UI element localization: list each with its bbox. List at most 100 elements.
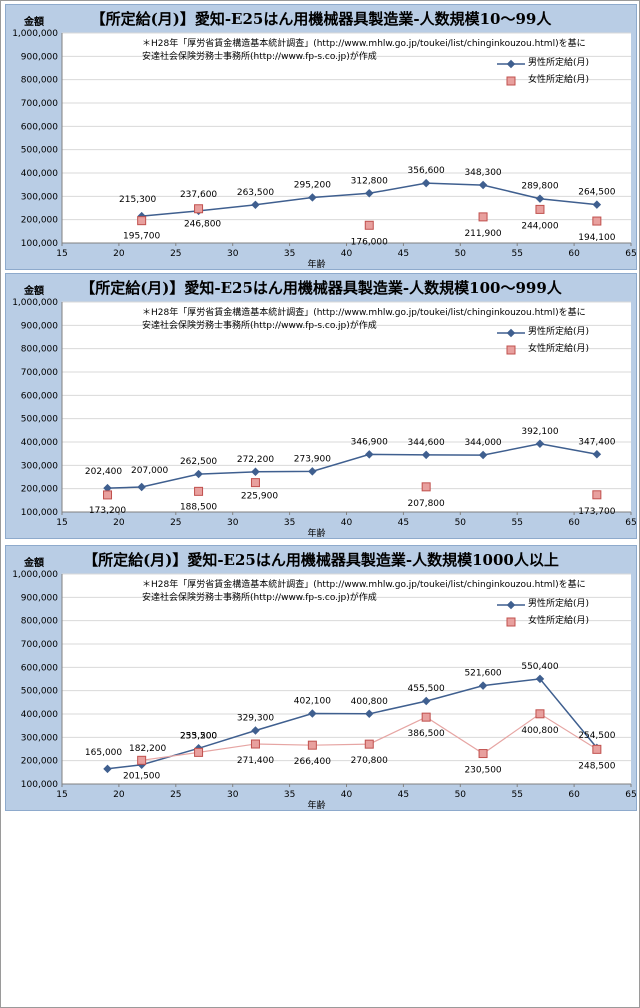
- legend: 男性所定給(月) 女性所定給(月): [496, 324, 589, 358]
- female-point: [592, 744, 602, 754]
- x-tick-label: 25: [170, 518, 181, 528]
- male-point: [364, 189, 374, 198]
- data-label: 344,000: [464, 438, 501, 448]
- data-label: 348,300: [464, 168, 501, 178]
- y-tick-label: 300,000: [21, 192, 58, 202]
- source-note-line2: 安達社会保険労務士事務所(http://www.fp-s.co.jp)が作成: [142, 593, 377, 603]
- y-tick-label: 400,000: [21, 438, 58, 448]
- y-tick-label: 200,000: [21, 485, 58, 495]
- legend-female-swatch: [506, 76, 516, 85]
- x-tick-label: 65: [625, 249, 636, 259]
- chart-title: 【所定給(月)】愛知-E25はん用機械器具製造業-人数規模100～999人: [80, 279, 562, 297]
- legend-item-male: 男性所定給(月): [496, 324, 589, 341]
- data-label: 201,500: [123, 771, 160, 781]
- plot-area: [62, 302, 631, 512]
- female-point: [137, 755, 147, 765]
- x-tick-label: 45: [398, 249, 409, 259]
- x-tick-label: 60: [568, 249, 580, 259]
- y-tick-label: 200,000: [21, 216, 58, 226]
- data-label: 225,900: [241, 492, 278, 502]
- male-point: [535, 674, 545, 684]
- data-label: 182,200: [129, 744, 166, 754]
- y-tick-label: 1,000,000: [12, 298, 58, 308]
- y-tick-label: 300,000: [21, 733, 58, 743]
- x-tick-label: 20: [113, 518, 125, 528]
- data-label: 253,200: [180, 731, 217, 741]
- x-tick-label: 15: [56, 249, 67, 259]
- y-tick-label: 600,000: [21, 391, 58, 401]
- source-note-line2: 安達社会保険労務士事務所(http://www.fp-s.co.jp)が作成: [142, 321, 377, 331]
- data-label: 194,100: [578, 233, 615, 243]
- y-tick-label: 400,000: [21, 710, 58, 720]
- male-point: [478, 450, 488, 460]
- female-point: [307, 740, 317, 750]
- data-label: 173,700: [578, 507, 615, 517]
- y-tick-label: 300,000: [21, 461, 58, 471]
- x-tick-label: 30: [227, 518, 239, 528]
- y-tick-label: 600,000: [21, 122, 58, 132]
- chart-svg: 100,000 200,000 300,000 400,000 500,000 600,0…: [12, 570, 636, 810]
- x-tick-label: 40: [341, 249, 353, 259]
- female-point: [364, 220, 374, 230]
- data-label: 211,900: [464, 229, 501, 239]
- data-label: 246,800: [184, 220, 221, 230]
- y-tick-label: 500,000: [21, 415, 58, 425]
- legend-item-female: 女性所定給(月): [496, 72, 589, 89]
- male-point: [421, 696, 431, 706]
- y-tick-label: 800,000: [21, 76, 58, 86]
- chart-panel-size-10-99: 100,000 200,000 300,000 400,000 500,000 600,0…: [5, 4, 637, 270]
- y-tick-label: 100,000: [21, 239, 58, 249]
- x-tick-label: 55: [511, 790, 522, 800]
- y-tick-label: 1,000,000: [12, 570, 58, 580]
- legend-label-male: 男性所定給(月): [528, 599, 590, 609]
- female-point: [103, 490, 113, 500]
- male-point: [421, 450, 431, 460]
- male-point: [478, 180, 488, 190]
- y-tick-label: 100,000: [21, 780, 58, 790]
- legend-male-swatch: [497, 328, 525, 337]
- legend-item-male: 男性所定給(月): [496, 596, 589, 613]
- legend-label-male: 男性所定給(月): [528, 327, 590, 337]
- female-point: [364, 739, 374, 749]
- female-point: [194, 747, 204, 757]
- y-tick-label: 700,000: [21, 99, 58, 109]
- x-tick-label: 50: [455, 518, 467, 528]
- x-tick-label: 55: [511, 518, 522, 528]
- female-point: [535, 709, 545, 719]
- legend-male-swatch: [497, 600, 525, 609]
- data-label: 262,500: [180, 457, 217, 467]
- x-tick-label: 50: [455, 790, 467, 800]
- data-label: 400,800: [521, 726, 558, 736]
- y-tick-label: 1,000,000: [12, 29, 58, 39]
- data-label: 329,300: [237, 713, 274, 723]
- data-label: 188,500: [180, 502, 217, 512]
- data-label: 202,400: [85, 467, 122, 477]
- female-point: [592, 490, 602, 500]
- chart-panel-size-100-999: 100,000 200,000 300,000 400,000 500,000 600,0…: [5, 273, 637, 539]
- male-point: [365, 709, 374, 719]
- data-label: 312,800: [351, 176, 388, 186]
- series-line: [107, 443, 598, 489]
- male-point: [308, 709, 317, 718]
- x-axis-label: 年齢: [307, 258, 325, 269]
- data-label: 235,500: [180, 731, 217, 741]
- x-tick-label: 35: [284, 249, 295, 259]
- x-tick-label: 35: [284, 518, 295, 528]
- data-label: 270,800: [351, 756, 388, 766]
- legend-female-swatch: [506, 617, 516, 626]
- data-label: 521,600: [464, 669, 501, 679]
- male-point: [308, 193, 317, 202]
- female-point: [250, 478, 260, 488]
- legend-label-female: 女性所定給(月): [528, 616, 590, 626]
- female-point: [478, 212, 488, 222]
- male-point: [308, 467, 317, 476]
- data-label: 344,600: [408, 438, 445, 448]
- x-tick-label: 20: [113, 790, 125, 800]
- data-label: 455,500: [408, 684, 445, 694]
- legend-label-male: 男性所定給(月): [528, 58, 590, 68]
- y-tick-label: 600,000: [21, 663, 58, 673]
- y-tick-label: 800,000: [21, 617, 58, 627]
- x-tick-label: 30: [227, 249, 239, 259]
- y-tick-label: 500,000: [21, 687, 58, 697]
